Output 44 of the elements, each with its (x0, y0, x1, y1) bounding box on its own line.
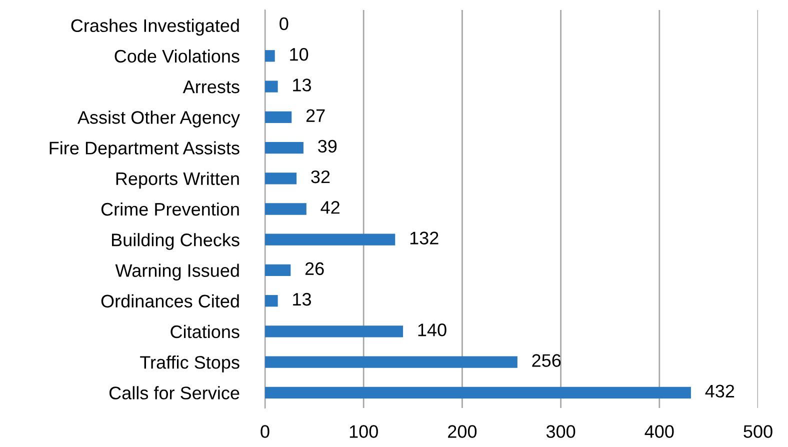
y-tick-label: Ordinances Cited (101, 294, 239, 308)
data-label: 42 (320, 201, 340, 214)
y-tick-label: Calls for Service (109, 386, 240, 400)
data-label: 10 (290, 48, 308, 61)
data-label: 132 (410, 232, 438, 244)
data-label: 0 (280, 17, 288, 30)
x-tick-label: 300 (546, 425, 576, 438)
y-tick-label: Arrests (182, 80, 240, 94)
x-tick-label: 400 (644, 425, 674, 438)
data-label: 39 (318, 140, 337, 153)
data-label: 13 (293, 78, 311, 92)
bar (265, 172, 297, 184)
y-tick-label: Reports Written (116, 172, 239, 189)
y-tick-label: Building Checks (112, 233, 240, 250)
y-tick-label: Crashes Investigated (71, 18, 239, 36)
data-label: 432 (705, 384, 734, 398)
data-label: 26 (305, 262, 324, 276)
data-label: 27 (306, 109, 325, 122)
bar (265, 264, 291, 276)
data-label: 13 (293, 292, 311, 306)
bar (265, 80, 278, 92)
bar (265, 295, 278, 307)
data-label: 140 (418, 324, 446, 336)
y-tick-label: Traffic Stops (140, 356, 240, 372)
y-tick-label: Warning Issued (115, 264, 239, 281)
bar (265, 50, 275, 62)
data-label: 256 (532, 354, 561, 367)
bar (265, 234, 396, 246)
y-tick-label: Code Violations (114, 49, 240, 63)
x-tick-label: 0 (260, 425, 270, 438)
x-tick-label: 100 (350, 425, 378, 438)
bar (265, 111, 292, 123)
y-tick-label: Assist Other Agency (77, 110, 240, 128)
x-tick-label: 200 (448, 425, 477, 438)
bar (265, 326, 404, 338)
data-label: 32 (311, 170, 330, 184)
y-tick-label: Citations (170, 324, 240, 338)
bar (265, 356, 518, 368)
x-tick-label: 500 (744, 425, 772, 438)
bar (265, 386, 691, 399)
y-tick-label: Crime Prevention (101, 202, 239, 216)
y-tick-label: Fire Department Assists (50, 141, 240, 158)
bar (265, 142, 304, 154)
bar (265, 203, 306, 215)
